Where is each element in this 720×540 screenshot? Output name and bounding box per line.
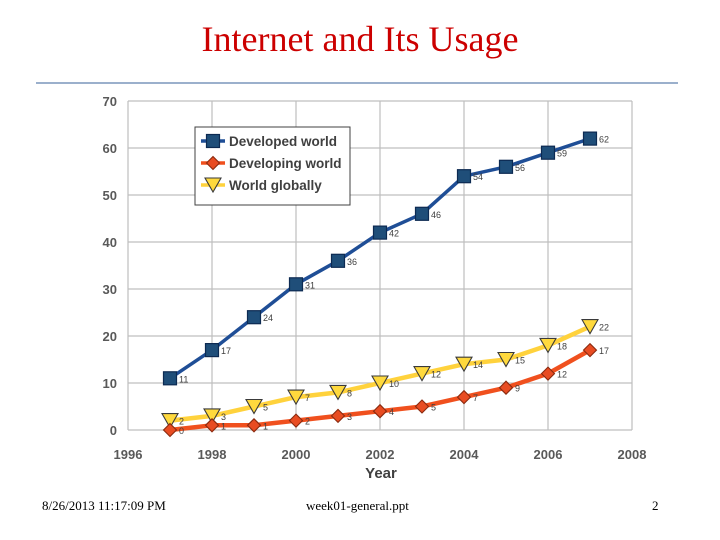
slide-title: Internet and Its Usage [201, 19, 519, 59]
legend-marker [204, 177, 222, 194]
data-label: 24 [263, 313, 273, 323]
data-label: 1 [263, 421, 268, 431]
data-point [246, 310, 262, 325]
data-point [371, 375, 389, 392]
data-point [245, 398, 263, 415]
data-label: 17 [221, 346, 231, 356]
x-tick-label: 1998 [198, 447, 227, 462]
y-tick-label: 60 [103, 141, 117, 156]
x-tick-label: 2000 [282, 447, 311, 462]
data-point [372, 403, 388, 419]
data-label: 15 [515, 356, 525, 366]
data-point [288, 413, 304, 428]
data-point [498, 159, 514, 174]
data-point [330, 408, 346, 424]
data-point [204, 343, 220, 358]
legend-entry: Developing world [229, 156, 342, 171]
data-label: 12 [431, 370, 441, 380]
data-label: 9 [515, 384, 520, 394]
data-point [539, 337, 557, 354]
data-point [288, 277, 304, 292]
data-point [456, 169, 472, 184]
data-point [329, 384, 347, 401]
data-label: 3 [221, 412, 226, 422]
data-point [287, 389, 305, 406]
data-label: 3 [347, 412, 352, 422]
data-point [246, 418, 262, 433]
x-tick-label: 2008 [618, 447, 647, 462]
y-tick-label: 30 [103, 282, 117, 297]
footer-page-number: 2 [652, 498, 659, 513]
data-label: 2 [179, 417, 184, 427]
data-label: 7 [473, 393, 478, 403]
data-point [414, 399, 430, 414]
data-point [414, 206, 430, 221]
data-point [582, 131, 598, 146]
y-tick-label: 10 [103, 376, 117, 391]
data-label: 59 [557, 149, 567, 159]
data-label: 46 [431, 210, 441, 220]
x-tick-label: 2002 [366, 447, 395, 462]
data-label: 22 [599, 323, 609, 333]
data-label: 62 [599, 135, 609, 145]
x-axis-title: Year [365, 465, 397, 482]
y-tick-label: 70 [103, 94, 117, 109]
data-point [456, 389, 472, 405]
legend-marker [205, 133, 221, 149]
data-label: 10 [389, 379, 399, 389]
data-point [203, 408, 221, 425]
data-label: 8 [347, 388, 352, 398]
data-label: 12 [557, 370, 567, 380]
legend-marker [205, 155, 221, 171]
data-label: 4 [389, 407, 394, 417]
legend-entry: World globally [229, 178, 322, 193]
data-point [498, 380, 514, 395]
footer-date: 8/26/2013 11:17:09 PM [42, 498, 166, 513]
data-label: 56 [515, 163, 525, 173]
y-tick-label: 40 [103, 235, 117, 250]
data-point [162, 422, 178, 438]
data-label: 42 [389, 229, 399, 239]
data-point [581, 319, 599, 335]
data-label: 54 [473, 172, 483, 182]
data-label: 5 [431, 403, 436, 413]
data-point [161, 413, 179, 429]
data-point [204, 418, 220, 433]
data-label: 5 [263, 403, 268, 413]
legend-entry: Developed world [229, 134, 337, 149]
x-tick-label: 2004 [450, 447, 480, 462]
data-point [497, 351, 515, 368]
title-divider [36, 82, 678, 84]
data-point [455, 356, 473, 373]
data-label: 2 [305, 417, 310, 427]
y-tick-label: 0 [110, 423, 117, 438]
data-point [330, 253, 346, 268]
x-tick-label: 1996 [114, 447, 143, 462]
data-point [540, 366, 556, 381]
data-label: 11 [179, 374, 188, 384]
data-label: 31 [305, 280, 315, 290]
data-label: 1 [221, 421, 226, 431]
data-label: 7 [305, 393, 310, 403]
y-tick-label: 50 [103, 188, 117, 203]
data-label: 0 [179, 426, 184, 436]
footer-filename: week01-general.ppt [306, 498, 409, 513]
data-point [540, 145, 556, 160]
data-point [582, 342, 598, 358]
x-tick-label: 2006 [534, 447, 563, 462]
data-point [162, 371, 178, 386]
data-point [372, 225, 388, 240]
y-tick-label: 20 [103, 329, 117, 344]
data-label: 17 [599, 346, 609, 356]
data-label: 18 [557, 341, 567, 351]
data-label: 14 [473, 360, 483, 370]
data-point [413, 366, 431, 382]
data-label: 36 [347, 257, 357, 267]
